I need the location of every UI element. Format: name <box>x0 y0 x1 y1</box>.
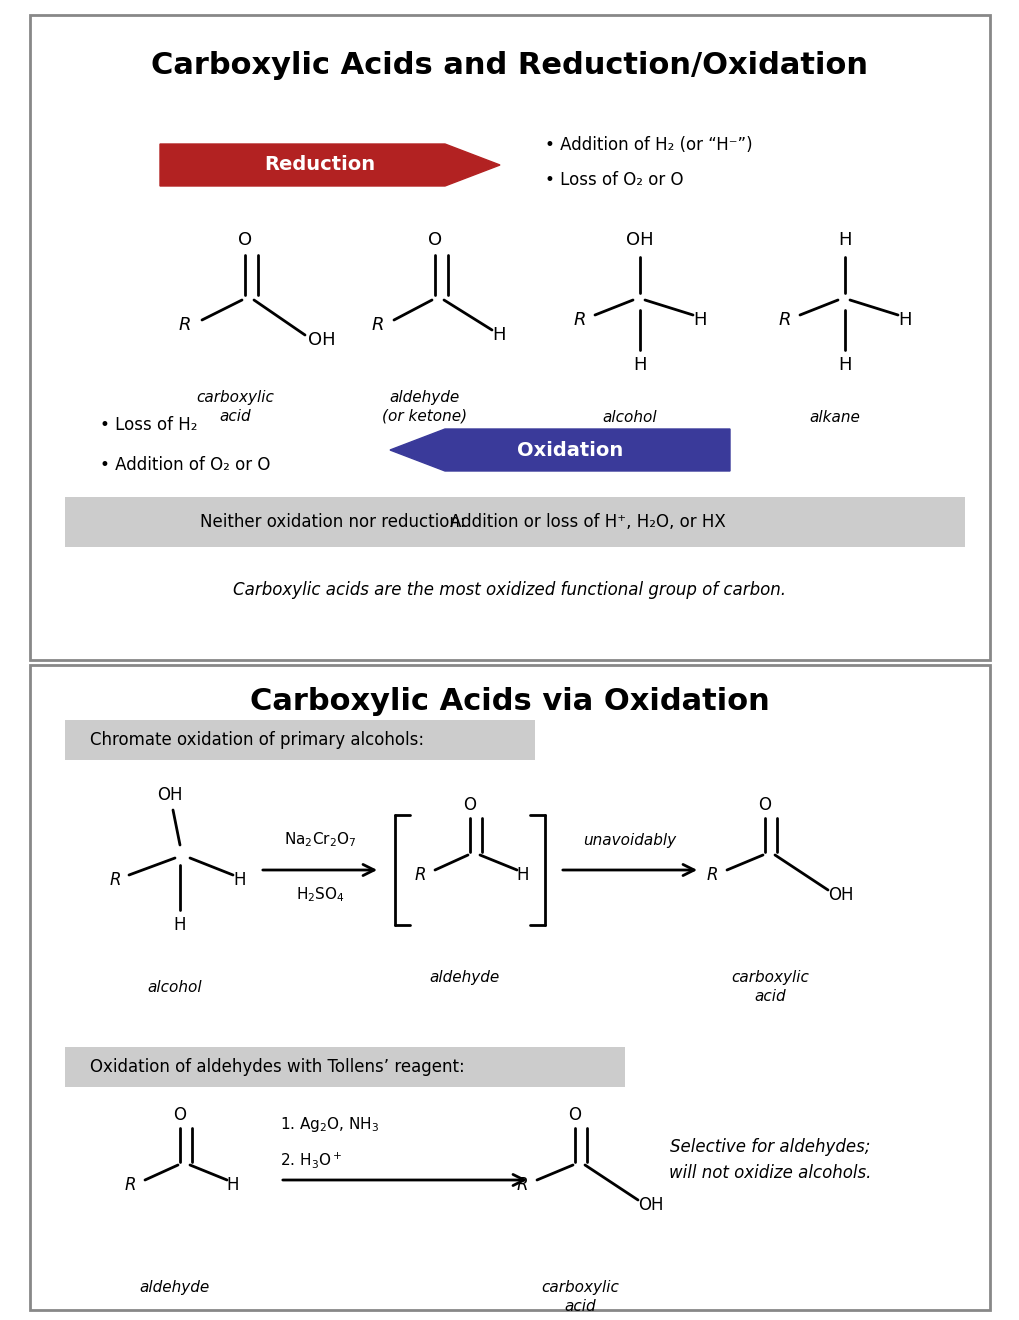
Text: H: H <box>173 916 186 935</box>
Text: aldehyde: aldehyde <box>140 1280 210 1295</box>
Text: H: H <box>633 356 646 374</box>
Text: R: R <box>371 315 384 334</box>
Text: alcohol: alcohol <box>148 979 202 995</box>
Bar <box>30 15 989 660</box>
Text: alcohol: alcohol <box>602 411 656 425</box>
Bar <box>65 1047 625 1086</box>
Text: OH: OH <box>827 886 853 904</box>
Text: H: H <box>693 312 706 329</box>
Bar <box>30 665 989 1309</box>
Text: Carboxylic acids are the most oxidized functional group of carbon.: Carboxylic acids are the most oxidized f… <box>233 581 786 599</box>
Text: H: H <box>838 356 851 374</box>
Text: O: O <box>463 796 476 814</box>
Text: O: O <box>568 1106 581 1125</box>
Text: Oxidation: Oxidation <box>517 441 623 459</box>
Text: R: R <box>573 312 586 329</box>
FancyArrow shape <box>160 144 499 186</box>
Text: Neither oxidation nor reduction:: Neither oxidation nor reduction: <box>200 513 465 531</box>
Text: • Loss of O₂ or O: • Loss of O₂ or O <box>544 172 683 189</box>
Text: R: R <box>516 1176 527 1195</box>
Text: OH: OH <box>308 331 335 348</box>
Text: alkane: alkane <box>809 411 860 425</box>
Text: R: R <box>124 1176 136 1195</box>
Text: aldehyde: aldehyde <box>429 970 499 985</box>
Text: O: O <box>428 231 441 249</box>
Text: H: H <box>491 326 505 345</box>
Text: Reduction: Reduction <box>264 156 375 174</box>
Text: R: R <box>777 312 791 329</box>
Text: O: O <box>237 231 252 249</box>
Text: R: R <box>705 866 717 884</box>
Text: Addition or loss of H⁺, H₂O, or HX: Addition or loss of H⁺, H₂O, or HX <box>449 513 726 531</box>
Text: Carboxylic Acids and Reduction/Oxidation: Carboxylic Acids and Reduction/Oxidation <box>152 50 867 79</box>
Text: Carboxylic Acids via Oxidation: Carboxylic Acids via Oxidation <box>250 688 769 717</box>
Text: H: H <box>226 1176 239 1195</box>
Text: Oxidation of aldehydes with Tollens’ reagent:: Oxidation of aldehydes with Tollens’ rea… <box>90 1059 465 1076</box>
Text: carboxylic
acid: carboxylic acid <box>196 389 274 424</box>
Text: H: H <box>517 866 529 884</box>
Text: Selective for aldehydes;
will not oxidize alcohols.: Selective for aldehydes; will not oxidiz… <box>668 1138 870 1181</box>
Text: Chromate oxidation of primary alcohols:: Chromate oxidation of primary alcohols: <box>90 731 424 748</box>
Text: OH: OH <box>157 785 182 804</box>
Text: unavoidably: unavoidably <box>583 833 676 847</box>
Text: H$_2$SO$_4$: H$_2$SO$_4$ <box>296 886 344 904</box>
Text: H: H <box>838 231 851 249</box>
Bar <box>65 719 535 760</box>
FancyArrow shape <box>389 429 730 471</box>
Bar <box>65 498 964 546</box>
Text: H: H <box>233 871 246 888</box>
Text: aldehyde
(or ketone): aldehyde (or ketone) <box>382 389 467 424</box>
Text: • Loss of H₂: • Loss of H₂ <box>100 416 198 434</box>
Text: H: H <box>898 312 911 329</box>
Text: O: O <box>173 1106 186 1125</box>
Text: • Addition of H₂ (or “H⁻”): • Addition of H₂ (or “H⁻”) <box>544 136 752 154</box>
Text: O: O <box>758 796 770 814</box>
Text: R: R <box>414 866 425 884</box>
Text: carboxylic
acid: carboxylic acid <box>540 1280 619 1313</box>
Text: carboxylic
acid: carboxylic acid <box>731 970 808 1003</box>
Text: 1. Ag$_2$O, NH$_3$: 1. Ag$_2$O, NH$_3$ <box>280 1115 379 1134</box>
Text: R: R <box>178 315 192 334</box>
Text: Na$_2$Cr$_2$O$_7$: Na$_2$Cr$_2$O$_7$ <box>283 830 356 849</box>
Text: OH: OH <box>626 231 653 249</box>
Text: OH: OH <box>637 1196 662 1214</box>
Text: • Addition of O₂ or O: • Addition of O₂ or O <box>100 455 270 474</box>
Text: 2. H$_3$O$^+$: 2. H$_3$O$^+$ <box>280 1150 342 1170</box>
Text: R: R <box>109 871 120 888</box>
